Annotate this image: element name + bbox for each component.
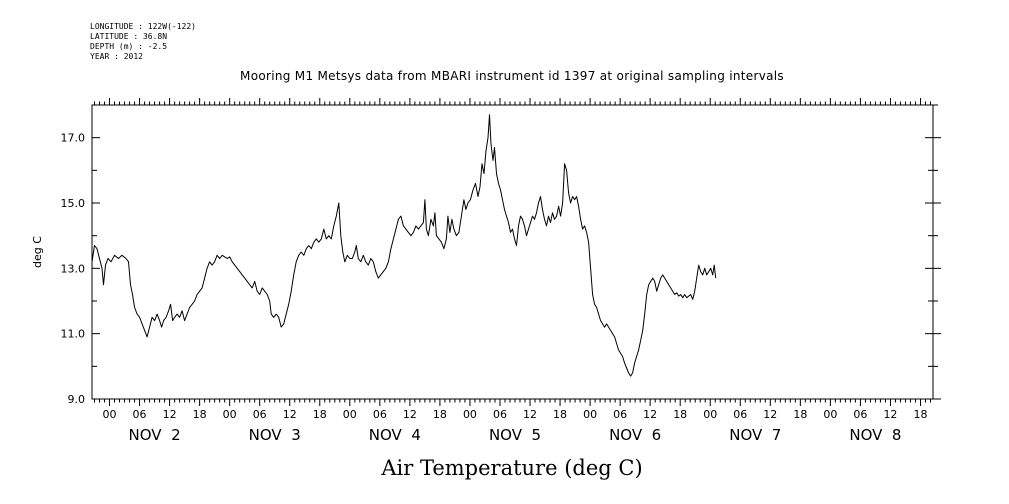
x-tick-label: 06 (493, 408, 507, 421)
x-tick-label: 18 (553, 408, 567, 421)
x-tick-label: 06 (133, 408, 147, 421)
x-tick-label: 12 (763, 408, 777, 421)
x-day-label: NOV 7 (729, 426, 781, 444)
x-tick-label: 00 (703, 408, 717, 421)
x-tick-label: 12 (883, 408, 897, 421)
y-axis: 9.0 11.0 13.0 15.0 17.0 (61, 104, 941, 406)
x-tick-label: 12 (283, 408, 297, 421)
x-day-label: NOV 8 (849, 426, 901, 444)
x-tick-label: 00 (103, 408, 117, 421)
metadata-latitude: LATITUDE : 36.8N (90, 32, 167, 41)
x-tick-label: 18 (433, 408, 447, 421)
y-axis-label: deg C (31, 236, 44, 268)
metadata-longitude: LONGITUDE : 122W(-122) (90, 22, 196, 31)
series-layer (91, 114, 717, 377)
series-line (91, 114, 717, 377)
y-tick-label: 9.0 (68, 393, 86, 406)
x-day-label: NOV 5 (489, 426, 541, 444)
x-tick-label: 12 (403, 408, 417, 421)
x-tick-label: 06 (253, 408, 267, 421)
plot-border (91, 104, 934, 400)
x-tick-label: 06 (613, 408, 627, 421)
x-day-label: NOV 6 (609, 426, 661, 444)
x-tick-label: 00 (343, 408, 357, 421)
x-tick-label: 18 (793, 408, 807, 421)
x-day-label: NOV 2 (129, 426, 181, 444)
y-tick-label: 13.0 (61, 262, 86, 275)
y-tick-label: 17.0 (61, 132, 86, 145)
x-tick-label: 18 (673, 408, 687, 421)
chart-title: Mooring M1 Metsys data from MBARI instru… (240, 69, 784, 83)
x-tick-label: 00 (583, 408, 597, 421)
x-tick-label: 06 (373, 408, 387, 421)
x-tick-label: 00 (223, 408, 237, 421)
x-axis-label: Air Temperature (deg C) (380, 456, 642, 480)
metadata-year: YEAR : 2012 (90, 52, 143, 61)
y-tick-label: 11.0 (61, 328, 86, 341)
x-tick-label: 06 (853, 408, 867, 421)
x-tick-label: 18 (913, 408, 927, 421)
x-day-label: NOV 3 (249, 426, 301, 444)
x-tick-label: 12 (163, 408, 177, 421)
minor-ticks (94, 98, 931, 406)
metadata-depth: DEPTH (m) : -2.5 (90, 42, 167, 51)
x-tick-label: 00 (823, 408, 837, 421)
x-tick-label: 18 (313, 408, 327, 421)
x-tick-label: 06 (733, 408, 747, 421)
x-tick-label: 12 (523, 408, 537, 421)
y-tick-label: 15.0 (61, 197, 86, 210)
metadata-block: LONGITUDE : 122W(-122) LATITUDE : 36.8N … (90, 22, 196, 61)
x-tick-label: 12 (643, 408, 657, 421)
x-tick-label: 00 (463, 408, 477, 421)
x-day-label: NOV 4 (369, 426, 421, 444)
x-axis: 00 06 12 18 00 06 12 18 00 06 12 18 00 06 12 18 00 06 12 18… (103, 408, 928, 444)
plot-frame (91, 104, 934, 400)
x-tick-label: 18 (193, 408, 207, 421)
